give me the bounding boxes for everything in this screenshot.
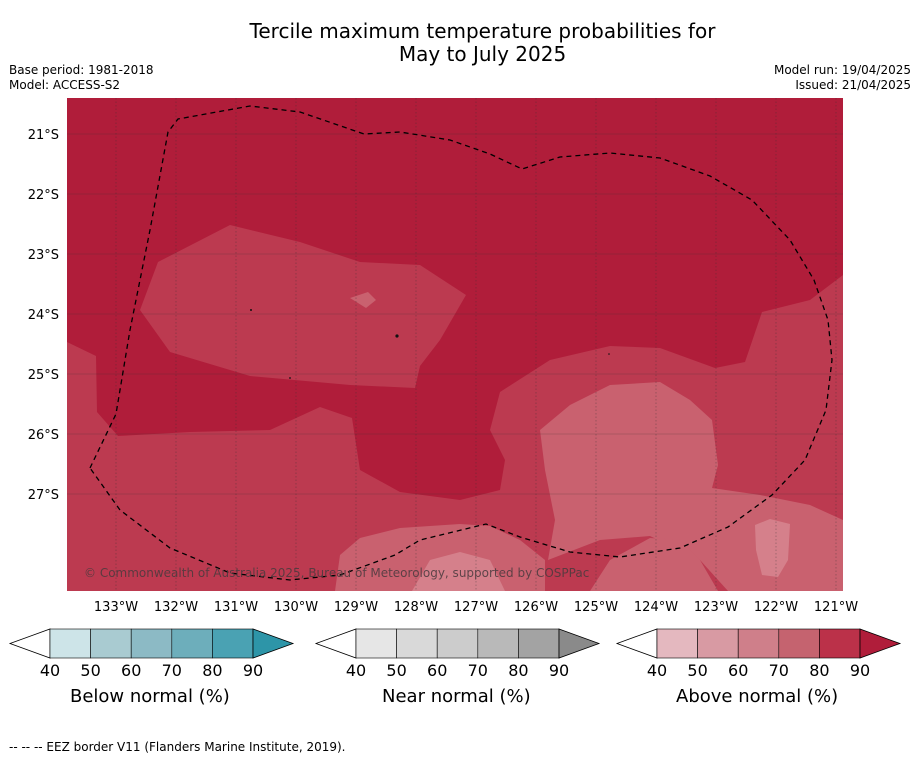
islands bbox=[250, 309, 610, 379]
colorbar-near-tick: 60 bbox=[427, 661, 447, 680]
colorbar-below-tick: 50 bbox=[80, 661, 100, 680]
lon-label-9: 124°W bbox=[634, 600, 678, 615]
colorbar-below-extend-low bbox=[8, 628, 51, 659]
colorbars: 40 50 60 70 80 90 40 50 60 70 80 90 40 50 60 70 80 90 bbox=[8, 628, 902, 680]
region-above-50-60-southeast bbox=[755, 519, 790, 577]
colorbar-below-tick: 70 bbox=[162, 661, 182, 680]
lon-label-11: 122°W bbox=[754, 600, 798, 615]
lon-label-6: 127°W bbox=[454, 600, 498, 615]
colorbar-near-segment bbox=[396, 628, 438, 659]
legend-title-above: Above normal (%) bbox=[676, 686, 839, 707]
lat-label-1: 22°S bbox=[28, 188, 59, 203]
colorbar-below-segment bbox=[212, 628, 254, 659]
colorbar-near-extend-low bbox=[314, 628, 357, 659]
colorbar-near-tick: 90 bbox=[549, 661, 569, 680]
copyright-text: © Commonwealth of Australia 2025, Bureau… bbox=[84, 566, 589, 580]
colorbar-below-tick: 90 bbox=[243, 661, 263, 680]
region-above-60-70-south2 bbox=[590, 538, 718, 591]
colorbar-below-segment bbox=[130, 628, 173, 659]
lat-label-4: 25°S bbox=[28, 368, 59, 383]
lon-label-12: 121°W bbox=[814, 600, 858, 615]
lat-label-6: 27°S bbox=[28, 488, 59, 503]
title-line-1: Tercile maximum temperature probabilitie… bbox=[249, 19, 716, 43]
model-run: Model run: 19/04/2025 bbox=[773, 63, 911, 77]
colorbar-near-tick: 70 bbox=[468, 661, 488, 680]
title-line-2: May to July 2025 bbox=[398, 42, 567, 66]
base-period: Base period: 1981-2018 bbox=[9, 63, 154, 77]
colorbar-above-extend-high bbox=[859, 628, 902, 659]
region-above-60-70-islet bbox=[350, 292, 376, 308]
colorbar-below-tick: 40 bbox=[40, 661, 60, 680]
graticule-lat bbox=[67, 133, 843, 495]
lon-label-10: 123°W bbox=[694, 600, 738, 615]
lon-label-0: 133°W bbox=[94, 600, 138, 615]
colorbar-above-segment bbox=[819, 628, 861, 659]
issued-date: Issued: 21/04/2025 bbox=[795, 78, 911, 92]
colorbar-near-segment bbox=[477, 628, 519, 659]
legend-title-near: Near normal (%) bbox=[382, 686, 531, 707]
colorbar-above-tick: 60 bbox=[728, 661, 748, 680]
lon-label-3: 130°W bbox=[274, 600, 318, 615]
lon-label-8: 125°W bbox=[574, 600, 618, 615]
graticule bbox=[115, 98, 837, 591]
lat-label-5: 26°S bbox=[28, 428, 59, 443]
meta-right: Model run: 19/04/2025 Issued: 21/04/2025 bbox=[774, 63, 911, 93]
colorbar-near-extend-high bbox=[558, 628, 601, 659]
lon-label-2: 131°W bbox=[214, 600, 258, 615]
lon-labels: 133°W 132°W 131°W 130°W 129°W 128°W 127°… bbox=[94, 600, 858, 615]
region-above-70-80-north bbox=[140, 225, 466, 388]
probability-field bbox=[67, 98, 843, 591]
chart-title: Tercile maximum temperature probabilitie… bbox=[0, 20, 919, 66]
lat-labels: 21°S 22°S 23°S 24°S 25°S 26°S 27°S bbox=[28, 128, 59, 503]
colorbar-above-tick: 50 bbox=[687, 661, 707, 680]
colorbar-above-segment bbox=[697, 628, 739, 659]
colorbar-above-extend-low bbox=[615, 628, 658, 659]
colorbar-above-segment bbox=[656, 628, 698, 659]
colorbar-above-tick: 70 bbox=[769, 661, 789, 680]
colorbar-above-tick: 40 bbox=[647, 661, 667, 680]
lon-label-4: 129°W bbox=[334, 600, 378, 615]
colorbar-below-extend-high bbox=[252, 628, 295, 659]
colorbar-below-segment bbox=[49, 628, 91, 659]
lat-label-2: 23°S bbox=[28, 248, 59, 263]
region-above-50-60-south bbox=[412, 552, 505, 591]
lat-label-0: 21°S bbox=[28, 128, 59, 143]
lon-label-1: 132°W bbox=[154, 600, 198, 615]
model-name: Model: ACCESS-S2 bbox=[9, 78, 121, 92]
colorbar-near-segment bbox=[518, 628, 560, 659]
colorbar-below-segment bbox=[171, 628, 213, 659]
colorbar-near-tick: 80 bbox=[508, 661, 528, 680]
lon-label-7: 126°W bbox=[514, 600, 558, 615]
colorbar-above-segment bbox=[778, 628, 820, 659]
colorbar-near-segment bbox=[355, 628, 397, 659]
lat-label-3: 24°S bbox=[28, 308, 59, 323]
meta-left: Base period: 1981-2018 Model: ACCESS-S2 bbox=[9, 63, 154, 93]
colorbar-below-tick: 80 bbox=[202, 661, 222, 680]
legend-title-below: Below normal (%) bbox=[70, 686, 230, 707]
colorbar-above-tick: 80 bbox=[809, 661, 829, 680]
colorbar-below-tick: 60 bbox=[121, 661, 141, 680]
colorbar-near-tick: 50 bbox=[386, 661, 406, 680]
colorbar-below-segment bbox=[90, 628, 132, 659]
footnote: -- -- -- EEZ border V11 (Flanders Marine… bbox=[9, 740, 346, 754]
colorbar-near-segment bbox=[436, 628, 479, 659]
colorbar-near-tick: 40 bbox=[346, 661, 366, 680]
colorbar-above-segment bbox=[737, 628, 780, 659]
colorbar-above-tick: 90 bbox=[850, 661, 870, 680]
lon-label-5: 128°W bbox=[394, 600, 438, 615]
eez-border bbox=[89, 105, 833, 581]
